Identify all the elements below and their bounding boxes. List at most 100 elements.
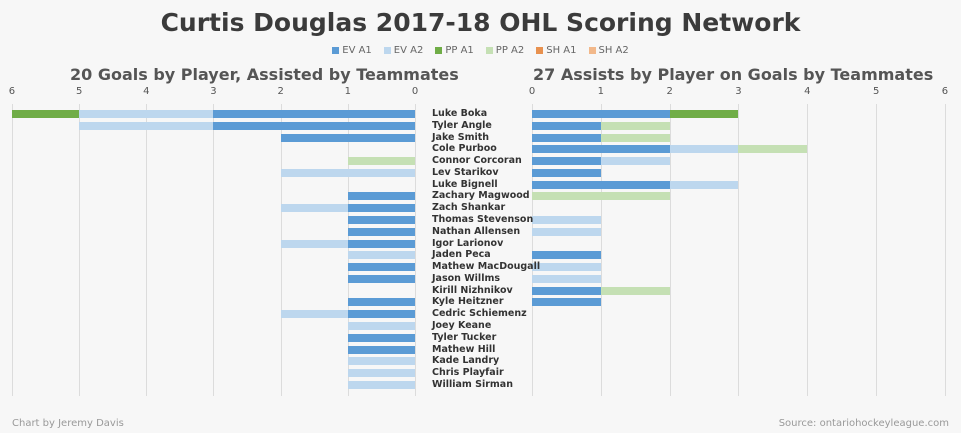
player-label: Nathan Allensen: [432, 225, 521, 237]
bar-ev-a2: [532, 263, 601, 272]
bar-ev-a2: [79, 121, 214, 130]
player-label: William Sirman: [432, 378, 513, 390]
bar-pp-a2: [600, 121, 670, 130]
bar-ev-a2: [347, 357, 415, 366]
credit: Chart by Jeremy Davis: [12, 418, 124, 429]
bar-pp-a1: [11, 110, 80, 118]
gridline: [669, 104, 671, 396]
bar-ev-a2: [347, 380, 415, 389]
axis-tick-label: 3: [210, 86, 217, 97]
right-chart-title: 27 Assists by Player on Goals by Teammat…: [533, 65, 934, 84]
legend-label: SH A1: [546, 45, 577, 56]
bar-ev-a2: [280, 239, 348, 248]
legend-label: PP A1: [445, 45, 474, 56]
gridline: [600, 104, 602, 396]
legend-label: PP A2: [495, 45, 525, 56]
bar-ev-a2: [347, 369, 415, 378]
gridline: [807, 104, 809, 396]
axis-tick-label: 5: [75, 86, 83, 97]
bar-pp-a2: [532, 192, 670, 201]
bar-pp-a2: [600, 286, 670, 295]
player-label: Lev Starikov: [432, 166, 499, 178]
player-label: Tyler Angle: [432, 119, 492, 131]
axis-tick-label: 2: [277, 86, 284, 97]
legend-swatch: [588, 47, 596, 54]
gridline: [532, 104, 533, 396]
axis-tick-label: 2: [666, 86, 673, 97]
bar-ev-a2: [532, 274, 601, 283]
legend-item: SH A2: [588, 45, 629, 56]
bar-ev-a2: [280, 204, 348, 213]
legend-swatch: [485, 47, 493, 54]
bar-ev-a1: [532, 180, 670, 189]
bar-ev-a2: [600, 157, 670, 166]
legend-item: SH A1: [536, 45, 577, 56]
legend-item: EV A2: [383, 45, 423, 56]
player-label: Mathew MacDougall: [432, 261, 541, 273]
player-label: Kirill Nizhnikov: [432, 284, 513, 296]
gridline: [213, 104, 215, 396]
gridline: [415, 104, 416, 396]
legend-item: PP A1: [435, 45, 474, 56]
bar-ev-a1: [532, 286, 601, 295]
bar-ev-a1: [532, 251, 601, 260]
player-label: Zachary Magwood: [432, 190, 530, 202]
legend-item: PP A2: [485, 45, 525, 56]
player-label: Igor Larionov: [432, 237, 504, 249]
legend-item: EV A1: [332, 45, 372, 56]
axis-tick-label: 6: [8, 86, 16, 97]
bar-ev-a2: [347, 322, 415, 331]
bar-ev-a1: [532, 168, 601, 177]
gridline: [280, 104, 282, 396]
bar-ev-a2: [669, 145, 739, 154]
bar-ev-a1: [532, 145, 670, 154]
player-label: Tyler Tucker: [432, 331, 497, 343]
source: Source: ontariohockeyleague.com: [778, 418, 949, 429]
bar-ev-a2: [532, 216, 601, 225]
player-label: Connor Corcoran: [432, 155, 522, 167]
player-label: Cedric Schiemenz: [432, 308, 527, 320]
bar-ev-a1: [347, 239, 415, 248]
player-label: Mathew Hill: [432, 343, 496, 355]
player-label: Jake Smith: [432, 131, 490, 143]
left-chart-title: 20 Goals by Player, Assisted by Teammate…: [70, 65, 459, 84]
player-label: Chris Playfair: [432, 367, 504, 379]
player-label: Luke Boka: [432, 108, 488, 119]
bar-ev-a1: [347, 192, 415, 201]
gridline: [347, 104, 349, 396]
legend-label: EV A1: [342, 45, 372, 56]
gridline: [876, 104, 878, 396]
legend-swatch: [435, 47, 443, 54]
bar-ev-a1: [347, 216, 415, 225]
axis-tick-label: 0: [411, 86, 419, 97]
bar-ev-a1: [532, 121, 601, 130]
gridline: [79, 104, 81, 396]
bar-ev-a1: [347, 274, 415, 283]
axis-tick-label: 4: [143, 86, 150, 97]
bar-ev-a2: [79, 110, 214, 118]
bar-ev-a1: [347, 345, 415, 354]
player-label: Zach Shankar: [432, 202, 506, 214]
gridline: [146, 104, 148, 396]
axis-tick-label: 1: [344, 86, 352, 97]
bar-ev-a1: [532, 133, 601, 142]
bar-ev-a2: [347, 251, 415, 260]
gridline: [944, 104, 946, 396]
bar-ev-a2: [669, 180, 739, 189]
axis-tick-label: 5: [872, 86, 880, 97]
chart-title: Curtis Douglas 2017-18 OHL Scoring Netwo…: [160, 8, 801, 37]
player-label: Cole Purboo: [432, 143, 497, 155]
bar-ev-a1: [347, 298, 415, 307]
axis-tick-label: 4: [804, 86, 811, 97]
axis-tick-label: 1: [597, 86, 605, 97]
bar-ev-a2: [532, 227, 601, 236]
bar-pp-a1: [669, 110, 739, 118]
bar-pp-a2: [738, 145, 808, 154]
bar-ev-a1: [532, 298, 601, 307]
player-label: Thomas Stevenson: [432, 214, 534, 226]
bar-ev-a1: [532, 157, 601, 166]
bar-ev-a1: [347, 333, 415, 342]
bar-pp-a2: [600, 133, 670, 142]
axis-tick-label: 6: [941, 86, 949, 97]
axis-tick-label: 3: [735, 86, 742, 97]
